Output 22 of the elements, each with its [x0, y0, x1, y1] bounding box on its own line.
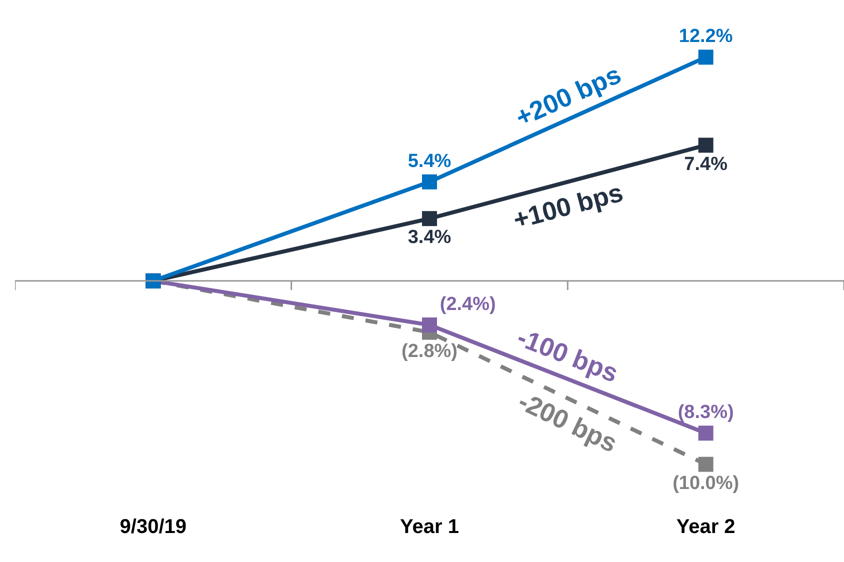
data-label: (8.3%): [678, 402, 734, 424]
point: [422, 317, 437, 332]
x-tick-label: 9/30/19: [120, 516, 187, 538]
data-label: (2.4%): [440, 294, 496, 315]
data-label: (2.8%): [402, 340, 458, 362]
data-label: 7.4%: [684, 154, 728, 175]
text: +200 bps: [510, 59, 626, 133]
point: [422, 211, 437, 226]
data-label: (10.0%): [672, 472, 740, 494]
x-tick-label: Year 2: [676, 516, 736, 538]
text: -100 bps: [513, 322, 622, 388]
point: [698, 138, 714, 153]
data-label: 12.2%: [678, 26, 733, 48]
text: +100 bps: [510, 177, 626, 235]
point: [698, 426, 714, 441]
point: [422, 174, 437, 190]
point: [698, 456, 714, 472]
x-tick-label: Year 1: [400, 516, 459, 538]
data-label: 5.4%: [408, 150, 452, 172]
point: [698, 50, 714, 65]
text: -200 bps: [514, 386, 622, 458]
data-label: 3.4%: [408, 227, 452, 248]
